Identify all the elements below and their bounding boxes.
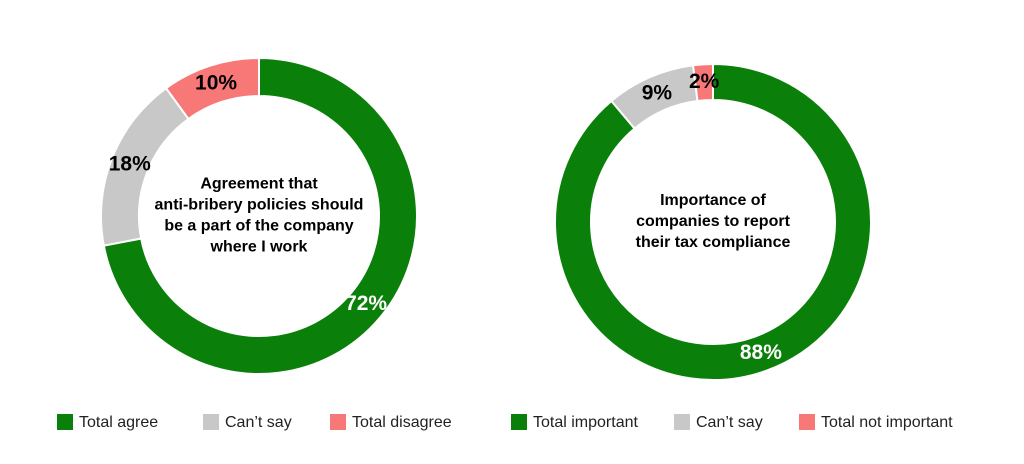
donut-segment bbox=[102, 56, 418, 375]
value-label: 18% bbox=[109, 152, 151, 175]
legend-swatch bbox=[57, 414, 73, 430]
legend-label: Can’t say bbox=[225, 414, 292, 431]
legend-swatch bbox=[330, 414, 346, 430]
chart-title: where I work bbox=[210, 239, 308, 256]
value-label: 9% bbox=[642, 81, 673, 104]
chart-title: their tax compliance bbox=[636, 234, 791, 251]
value-label: 10% bbox=[195, 71, 237, 94]
donut-segment bbox=[691, 62, 714, 103]
legend-label: Total not important bbox=[821, 414, 953, 431]
legend-swatch bbox=[203, 414, 219, 430]
legend-label: Can’t say bbox=[696, 414, 763, 431]
legend-label: Total disagree bbox=[352, 414, 452, 431]
legend-swatch bbox=[674, 414, 690, 430]
value-label: 88% bbox=[740, 341, 782, 364]
legend-swatch bbox=[799, 414, 815, 430]
chart-title: Importance of bbox=[660, 192, 766, 209]
chart-title: Agreement that bbox=[200, 176, 318, 193]
legend-swatch bbox=[511, 414, 527, 430]
chart-title: companies to report bbox=[636, 213, 790, 230]
value-label: 2% bbox=[689, 70, 720, 93]
value-label: 72% bbox=[345, 292, 387, 315]
chart-title: be a part of the company bbox=[164, 218, 353, 235]
donut-segment bbox=[164, 56, 260, 121]
chart-title: anti-bribery policies should bbox=[155, 197, 364, 214]
legend-label: Total agree bbox=[79, 414, 158, 431]
donut-segment bbox=[554, 62, 872, 381]
legend-label: Total important bbox=[533, 414, 638, 431]
